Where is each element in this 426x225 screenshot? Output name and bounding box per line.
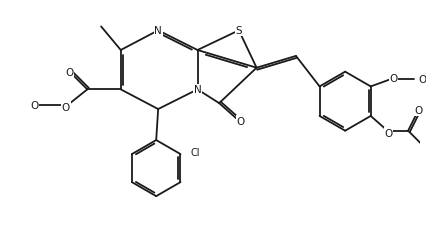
Text: O: O — [30, 101, 38, 111]
Text: S: S — [236, 26, 242, 36]
Text: O: O — [415, 106, 423, 115]
Text: O: O — [419, 74, 426, 84]
Text: O: O — [61, 103, 70, 112]
Text: O: O — [389, 73, 397, 83]
Text: O: O — [237, 116, 245, 126]
Text: O: O — [66, 67, 74, 77]
Text: Cl: Cl — [190, 147, 200, 157]
Text: O: O — [384, 128, 393, 138]
Text: N: N — [194, 85, 201, 95]
Text: N: N — [154, 26, 162, 36]
